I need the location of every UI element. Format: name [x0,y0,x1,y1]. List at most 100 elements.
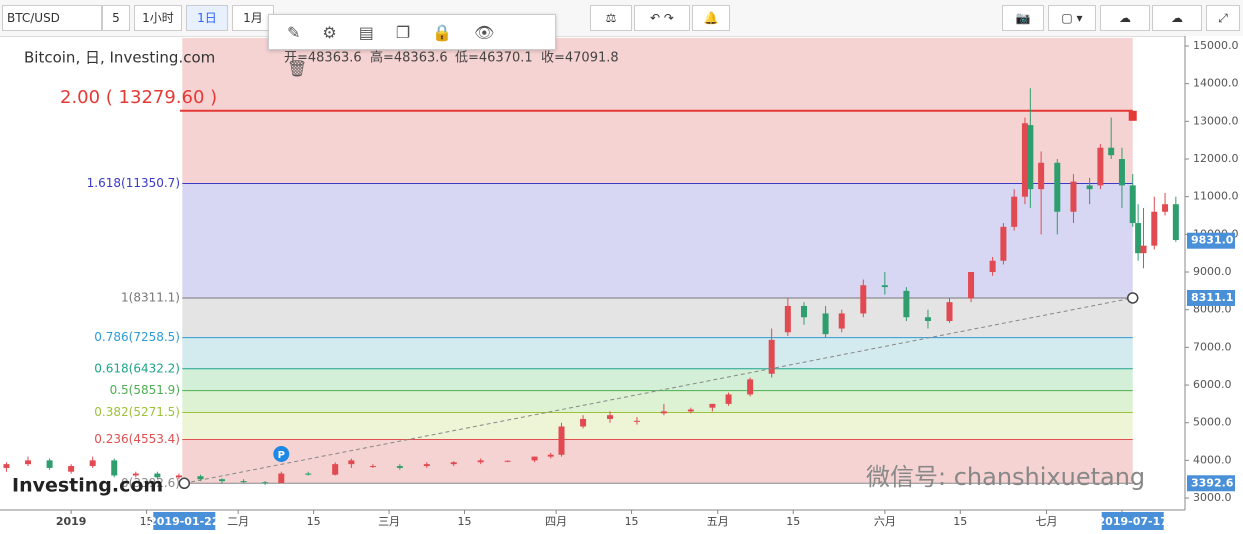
y-tick-label: 9000.0 [1193,265,1232,278]
interval-button[interactable]: 1小时 [134,5,182,31]
ohlc-close: 收=47091.8 [541,51,619,66]
candle-body [968,272,975,299]
event-marker [273,446,290,462]
candle-body [903,290,910,318]
price-tag [1187,289,1235,306]
ohlc-open: 开=48363.6 [284,51,362,66]
fullscreen-button[interactable]: ⤢ [1206,5,1240,31]
x-tick-label: 15 [458,515,472,528]
candle-body [278,473,285,483]
fib-band [182,110,1133,184]
candle-body [132,473,139,476]
brand-watermark: Investing.com [12,475,163,497]
candle-body [531,456,538,461]
fib-label: 0.382(5271.5) [94,405,180,419]
candle-body [547,454,554,457]
x-highlight [153,512,216,530]
candle-body [396,466,403,468]
candle-body [747,379,754,395]
y-tick-label: 14000.0 [1193,77,1239,90]
candle-body [860,285,867,314]
y-axis-bg [1185,36,1243,534]
fib-label: 0.5(5851.9) [110,383,180,397]
chart-title: Bitcoin, 日, Investing.com [24,49,215,67]
fib-label: 0(3392.6) [121,476,180,490]
compare-button[interactable]: ⚖ [590,5,632,31]
chart: 0(3392.6) 0.236(4553.4) 0.382(5271.5) 0.5(5… [0,36,1243,534]
y-tick-label: 7000.0 [1193,340,1232,353]
fib-label: 0.236(4553.4) [94,432,180,446]
fib-band [182,390,1133,413]
ohlc-high: 高=48363.6 [370,50,448,66]
candle-body [154,473,161,478]
candle-body [607,415,614,419]
fib-label: 1(8311.1) [121,290,180,304]
fib-label: 2.00 ( 13279.60 ) [60,87,217,108]
cloud-save[interactable]: ☁ [1152,5,1202,31]
candle-body [305,473,312,475]
x-tick-label: 15 [625,515,639,528]
interval-button[interactable]: 1月 [232,5,274,31]
x-tick-label: 四月 [545,515,567,528]
trend-handle [178,477,191,490]
event-marker-label: P [278,450,285,461]
color-button[interactable]: ▢ ▾ [1048,5,1096,31]
candle-body [46,460,53,468]
candle-body [989,260,996,273]
candle-body [1038,162,1045,190]
candle-body [219,479,226,482]
candle-body [1129,185,1136,224]
price-tag-label: 8311.1 [1191,291,1233,304]
candle-body [369,466,376,468]
interval-button[interactable]: 1日 [186,5,228,31]
candle-body [477,460,484,463]
fib-band [182,439,1133,484]
trend-handle [1126,292,1139,304]
candle-body [1151,211,1158,246]
candle-body [946,302,953,321]
candle-body [768,339,775,374]
candle-body [3,464,10,468]
alert-button[interactable]: 🔔 [692,5,730,31]
fib-band [182,412,1133,440]
y-tick-label: 11000.0 [1193,190,1239,203]
y-tick-label: 3000.0 [1193,491,1232,504]
candle-body [580,418,587,427]
y-tick-label: 12000.0 [1193,152,1239,165]
price-tag [1187,475,1235,492]
candle-body [1011,196,1018,227]
x-tick-label: 15 [953,515,967,528]
price-tag-label: 9831.0 [1191,234,1234,247]
x-tick-label: 2019 [56,515,87,528]
x-tick-label: 15 [140,515,154,528]
candle-body [1027,125,1034,190]
candle-body [175,475,182,478]
ohlc-low: 低=46370.1 [455,51,533,66]
y-tick-label: 6000.0 [1193,378,1232,391]
candle-body [1108,147,1115,156]
candle-body [504,460,511,462]
candle-body [633,420,640,422]
interval-input[interactable]: 5 [102,5,130,31]
x-tick-label: 三月 [378,515,400,528]
candle-body [1021,123,1028,197]
candle-body [450,462,457,465]
y-tick-label: 13000.0 [1193,114,1239,127]
cloud-load[interactable]: ☁ [1100,5,1150,31]
drawing-toolbar[interactable]: ✎⚙▤❐🔒👁🗑 [268,14,556,78]
symbol-input[interactable]: BTC/USD [2,5,102,31]
candle-body [709,403,716,408]
x-tick-label: 六月 [874,515,896,528]
candle-body [1118,159,1125,186]
candle-body [1097,147,1104,186]
undo-redo[interactable]: ↶ ↷ [634,5,690,31]
price-tag-label: 3392.6 [1191,476,1234,489]
candle-body [660,411,667,414]
y-tick-label: 4000.0 [1193,453,1232,466]
candle-body [687,409,694,412]
candle-body [332,464,339,475]
candle-body [25,460,32,465]
wechat-watermark: 微信号: chanshixuetang [866,463,1145,491]
snapshot-button[interactable]: 📷 [1002,5,1044,31]
